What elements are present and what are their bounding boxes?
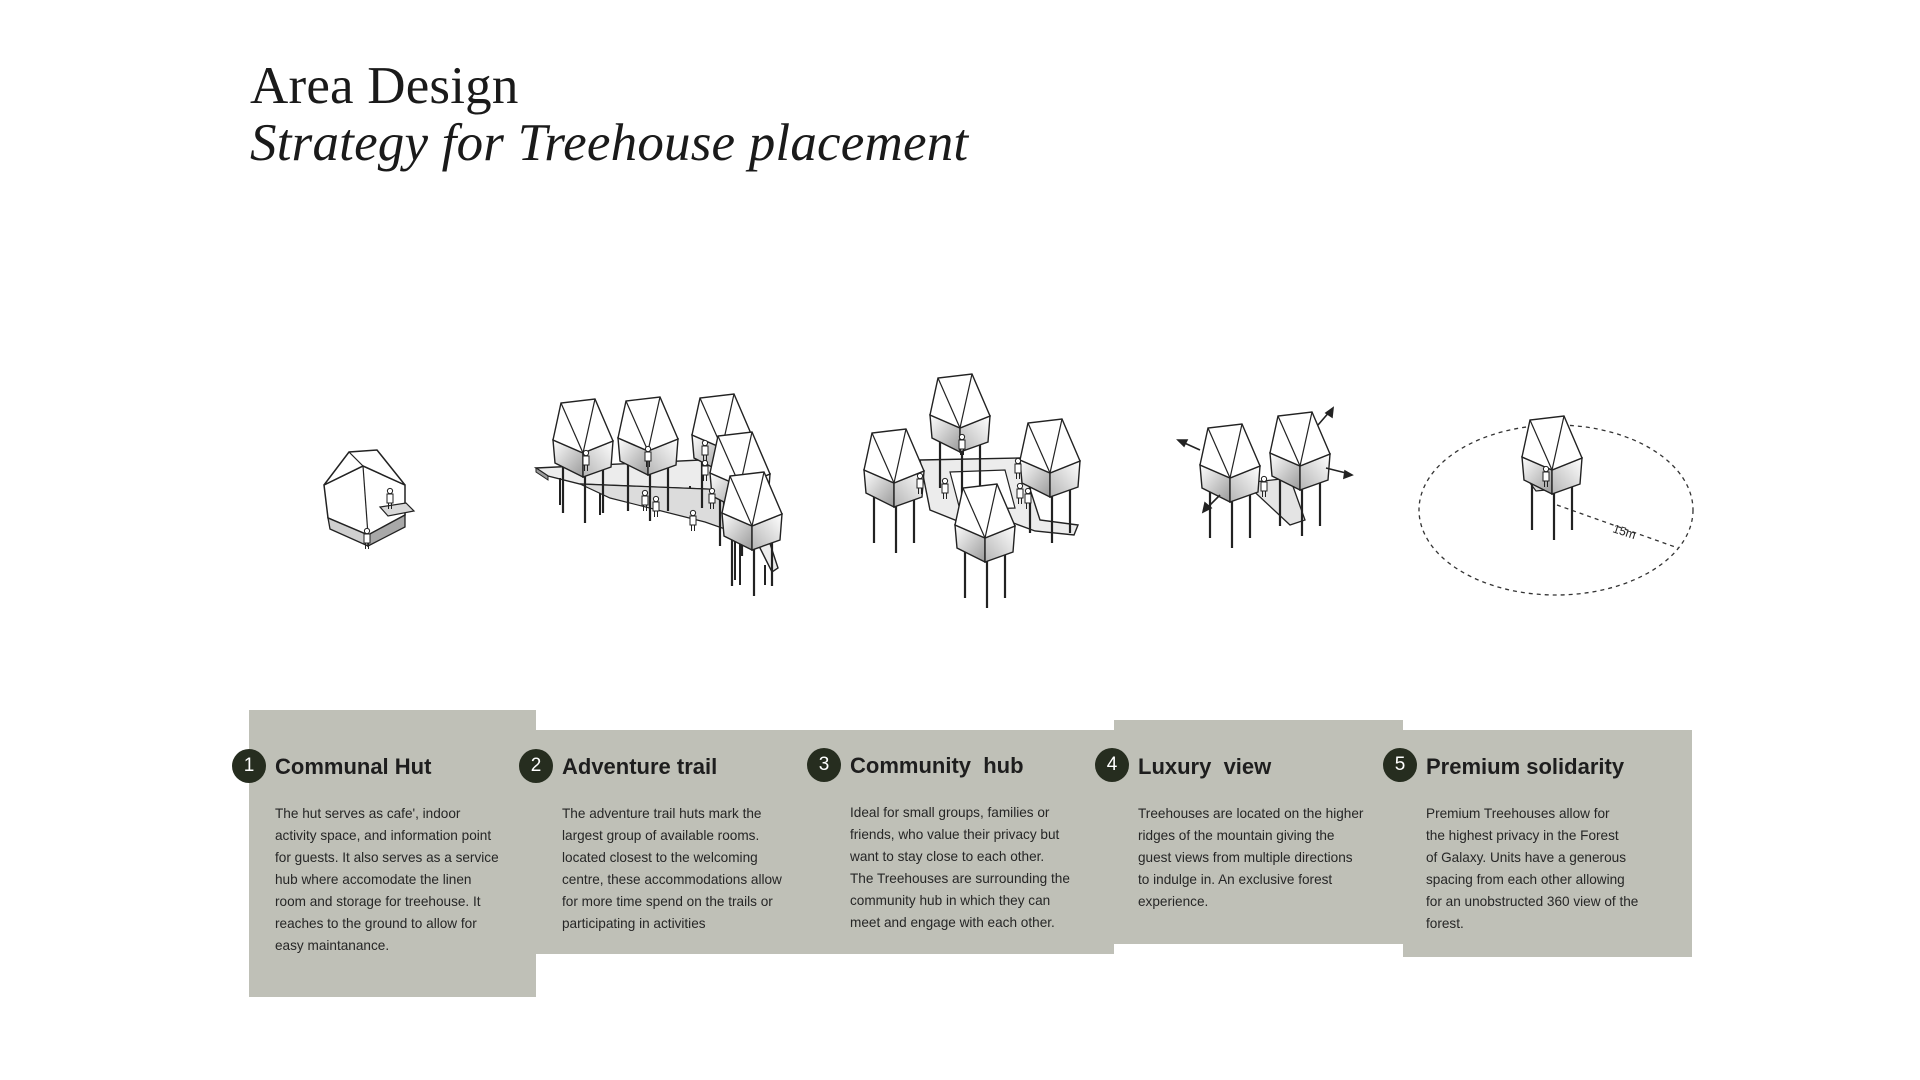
step-badge-3: 3 (807, 748, 841, 782)
adventure-trail-drawing (533, 392, 784, 598)
card-text-1: The hut serves as cafe', indoor activity… (275, 806, 499, 953)
distance-label: 15m (1611, 522, 1638, 543)
card-background-3 (825, 730, 1114, 954)
card-text-3: Ideal for small groups, families or frie… (850, 805, 1070, 930)
card-title-2: Adventure trail (562, 754, 718, 779)
step-badge-1: 1 (232, 749, 266, 783)
card-text-2: The adventure trail huts mark the larges… (562, 806, 782, 931)
card-background-5 (1403, 730, 1692, 957)
card-text-5: Premium Treehouses allow for the highest… (1426, 806, 1639, 931)
step-badge-4: 4 (1095, 748, 1129, 782)
card-title-3: Community hub (850, 753, 1024, 778)
step-badge-2: 2 (519, 749, 553, 783)
premium-solidarity-drawing: 15m (1418, 414, 1694, 596)
community-hub-drawing (862, 372, 1082, 610)
card-title-4: Luxury view (1138, 754, 1272, 779)
step-badge-5: 5 (1383, 748, 1417, 782)
card-background-1 (249, 710, 536, 997)
title-block: Area Design Strategy for Treehouse place… (250, 58, 968, 172)
page-subtitle: Strategy for Treehouse placement (250, 114, 969, 172)
luxury-view-drawing (1176, 406, 1354, 550)
card-title-1: Communal Hut (275, 754, 432, 779)
communal-hut-drawing (323, 449, 416, 550)
card-text-4: Treehouses are located on the higher rid… (1138, 806, 1364, 909)
card-background-4 (1114, 720, 1403, 944)
page-title: Area Design (250, 57, 519, 115)
card-background-2 (536, 730, 825, 954)
card-title-5: Premium solidarity (1426, 754, 1625, 779)
